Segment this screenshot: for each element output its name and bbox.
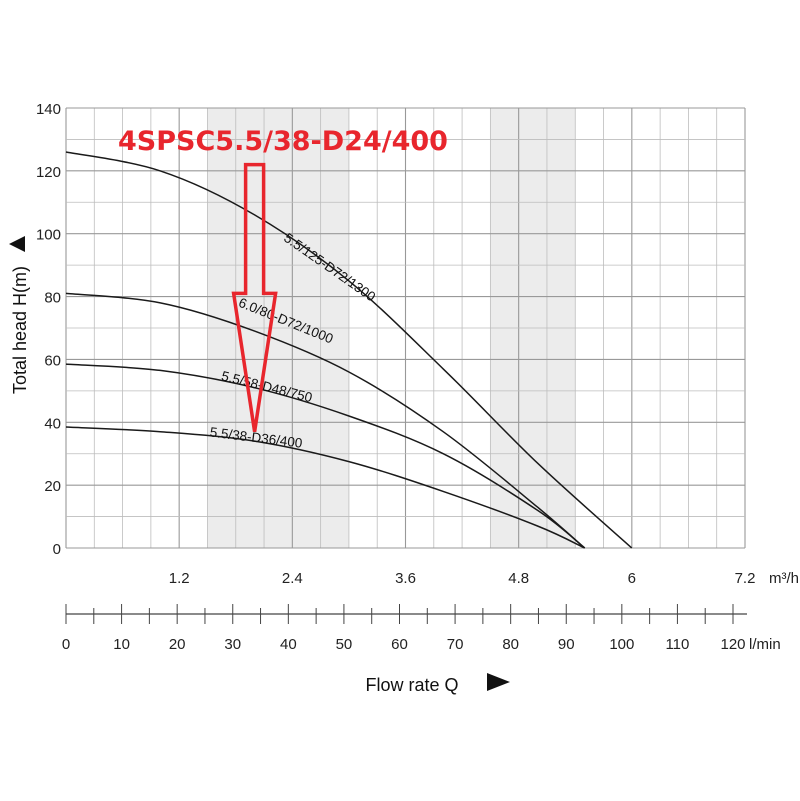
chart-title: 4SPSC5.5/38-D24/400 xyxy=(118,126,448,157)
x-tick-label-lmin: 110 xyxy=(665,636,689,653)
x-axis-title: Flow rate Q xyxy=(365,675,458,695)
x-tick-label-m3h: 2.4 xyxy=(282,570,303,587)
model-arrow-annotation xyxy=(231,162,278,432)
grid-lines xyxy=(65,107,746,549)
x-tick-label-m3h: 7.2 xyxy=(735,570,756,587)
x-tick-label-lmin: 70 xyxy=(447,636,464,653)
x-tick-label-lmin: 90 xyxy=(558,636,575,653)
x-tick-label-m3h: 3.6 xyxy=(395,570,416,587)
x-tick-label-m3h: 6 xyxy=(628,570,636,587)
y-axis-arrow-icon xyxy=(9,236,25,252)
y-tick-label: 60 xyxy=(44,352,61,369)
pump-curve-line xyxy=(65,292,586,549)
x-unit-m3h: m³/h xyxy=(769,570,799,587)
y-tick-label: 120 xyxy=(36,164,61,181)
y-tick-label: 80 xyxy=(44,290,61,307)
x-tick-label-m3h: 4.8 xyxy=(508,570,529,587)
y-tick-labels: 0 20 40 60 80 100 120 140 xyxy=(36,101,61,558)
y-tick-label: 40 xyxy=(44,415,61,432)
x-tick-label-lmin: 50 xyxy=(336,636,353,653)
x-tick-label-lmin: 0 xyxy=(62,636,70,653)
y-axis-title: Total head H(m) xyxy=(10,266,30,394)
y-tick-label: 20 xyxy=(44,478,61,495)
y-tick-label: 100 xyxy=(36,227,61,244)
y-tick-label: 0 xyxy=(53,541,61,558)
x-tick-label-lmin: 60 xyxy=(391,636,408,653)
y-tick-label: 140 xyxy=(36,101,61,118)
x-tick-label-lmin: 20 xyxy=(169,636,186,653)
x-tick-label-lmin: 120 xyxy=(720,636,745,653)
arrow-down-icon xyxy=(231,162,278,432)
x-tick-label-lmin: 80 xyxy=(502,636,519,653)
pump-curve-line xyxy=(65,363,586,549)
pump-curve-line xyxy=(65,426,586,549)
pump-curve-line xyxy=(65,151,633,549)
x-unit-lmin: l/min xyxy=(749,636,781,653)
x-tick-labels-m3h: 1.2 2.4 3.6 4.8 6 7.2 m³/h xyxy=(169,570,799,587)
x-tick-label-lmin: 40 xyxy=(280,636,297,653)
x-tick-label-m3h: 1.2 xyxy=(169,570,190,587)
x-axis-lmin: 0 10 20 30 40 50 60 70 80 90 100 110 120 l/min xyxy=(62,604,781,653)
x-axis-arrow-icon xyxy=(487,673,510,691)
x-tick-label-lmin: 30 xyxy=(224,636,241,653)
x-tick-label-lmin: 10 xyxy=(113,636,130,653)
x-tick-label-lmin: 100 xyxy=(609,636,634,653)
